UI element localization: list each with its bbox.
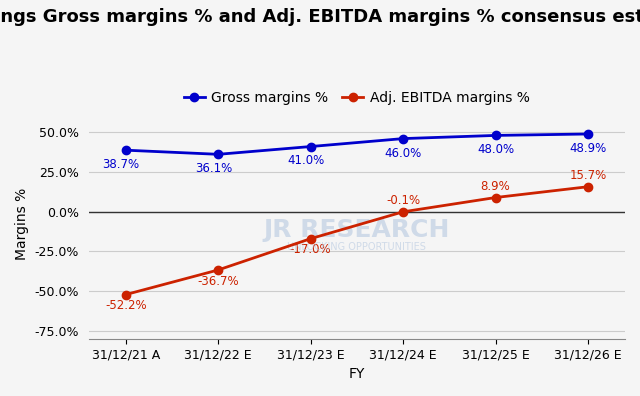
Text: -17.0%: -17.0% xyxy=(290,244,332,257)
Text: 36.1%: 36.1% xyxy=(195,162,232,175)
Text: 48.0%: 48.0% xyxy=(477,143,514,156)
Text: -0.1%: -0.1% xyxy=(386,194,420,207)
Text: DraftKings Gross margins % and Adj. EBITDA margins % consensus estimates: DraftKings Gross margins % and Adj. EBIT… xyxy=(0,8,640,26)
Y-axis label: Margins %: Margins % xyxy=(15,187,29,260)
Text: 15.7%: 15.7% xyxy=(570,169,607,182)
Text: UNLOCKING OPPORTUNITIES: UNLOCKING OPPORTUNITIES xyxy=(287,242,426,251)
Text: 46.0%: 46.0% xyxy=(385,147,422,160)
Text: 38.7%: 38.7% xyxy=(102,158,140,171)
Legend: Gross margins %, Adj. EBITDA margins %: Gross margins %, Adj. EBITDA margins % xyxy=(178,86,536,110)
Text: -36.7%: -36.7% xyxy=(197,275,239,288)
Text: 41.0%: 41.0% xyxy=(287,154,324,168)
Text: 8.9%: 8.9% xyxy=(481,180,511,193)
Text: -52.2%: -52.2% xyxy=(105,299,147,312)
X-axis label: FY: FY xyxy=(349,367,365,381)
Text: JR RESEARCH: JR RESEARCH xyxy=(264,219,450,242)
Text: 48.9%: 48.9% xyxy=(570,142,607,155)
